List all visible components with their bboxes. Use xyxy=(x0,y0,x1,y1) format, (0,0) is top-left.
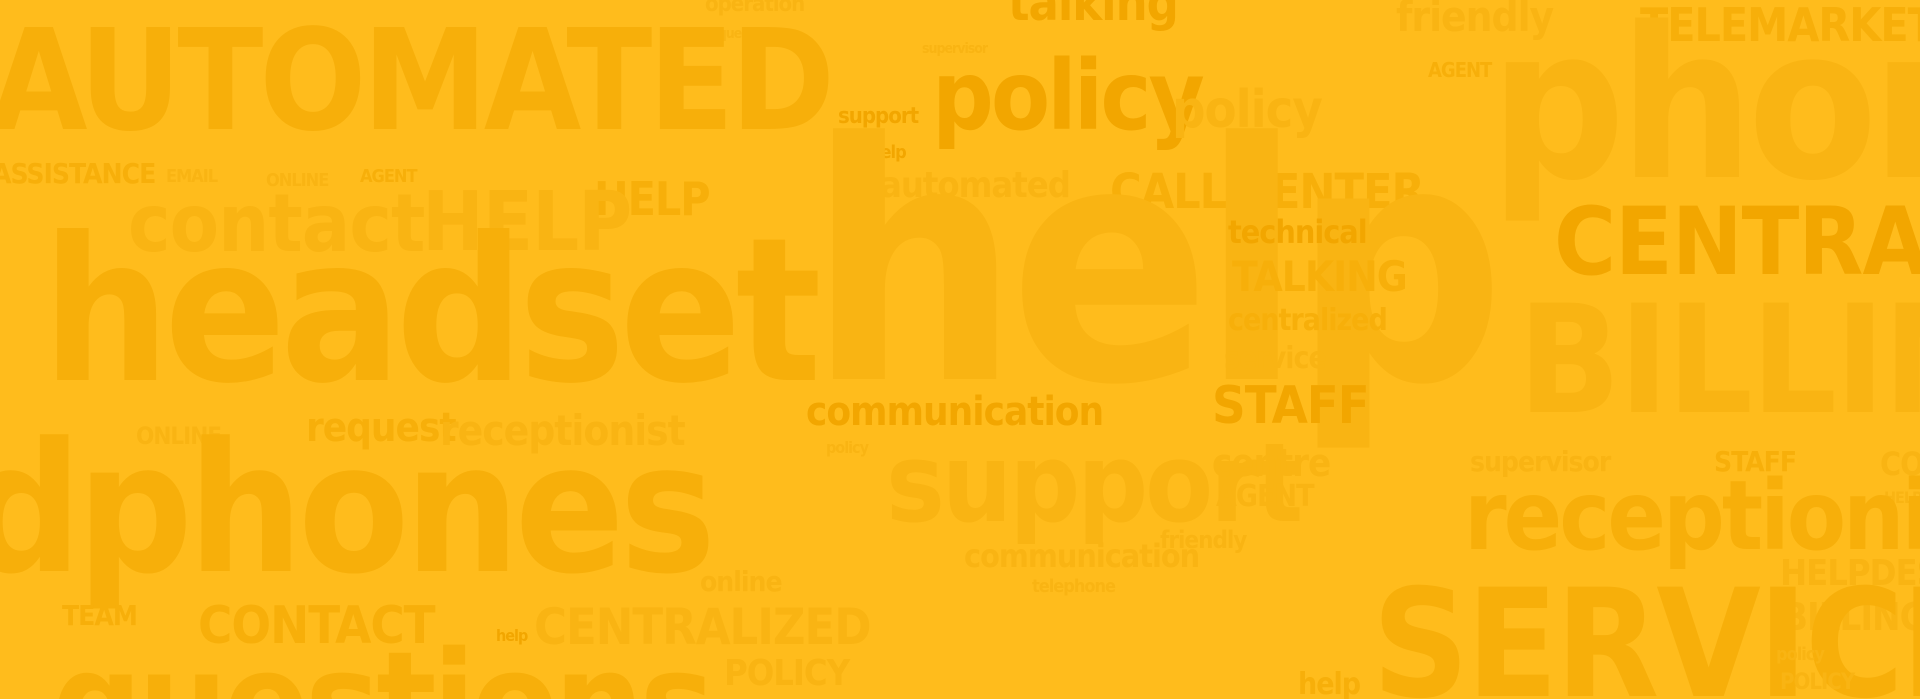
word-policy-lower: POLICY xyxy=(724,653,850,694)
word-staff-right: STAFF xyxy=(1714,445,1797,478)
word-contact-lower: CONTACT xyxy=(198,596,436,656)
word-talking: talking xyxy=(1008,0,1179,32)
word-talking-right: TALKING xyxy=(1232,252,1408,301)
word-friendly-mid: friendly xyxy=(1160,526,1247,554)
word-centralized-lower: CENTRALIZED xyxy=(534,598,872,656)
word-helpdesk: HELPDESK xyxy=(1780,553,1920,594)
word-billing: BILLING xyxy=(1782,595,1920,639)
word-team: TEAM xyxy=(62,599,138,632)
word-headset: headset xyxy=(42,195,822,428)
word-staff: STAFF xyxy=(1212,376,1370,436)
word-assistance: ASSISTANCE xyxy=(0,157,156,190)
word-supervisor: supervisor xyxy=(922,41,988,57)
word-help-mid: HELP xyxy=(422,175,632,270)
word-help-edge: HELP xyxy=(1884,488,1920,507)
word-support-large: support xyxy=(886,419,1303,547)
word-receptionist-faint: receptionist xyxy=(440,406,686,455)
word-telephone: telephone xyxy=(1032,576,1116,597)
word-technical: technical xyxy=(1228,213,1368,251)
word-receptionist: receptionist xyxy=(1464,460,1920,572)
word-phone: phone xyxy=(1490,0,1920,227)
word-centralized: centralized xyxy=(1228,303,1388,338)
word-help-upper-right: HELP xyxy=(594,172,711,226)
word-agent-mid: AGENT xyxy=(1216,479,1314,514)
word-telemarketi: TELEMARKETI xyxy=(1640,0,1920,52)
word-billin: BILLIN xyxy=(1518,274,1920,448)
word-contact: contact xyxy=(128,177,425,270)
word-friendly: friendly xyxy=(1396,0,1554,41)
word-questions: questions xyxy=(52,634,715,699)
word-service-large: SERVICE xyxy=(1372,558,1920,699)
word-help-giant: help xyxy=(808,73,1505,457)
word-online-lower: online xyxy=(700,565,783,598)
word-dphones: dphones xyxy=(0,405,716,614)
word-agent-left: AGENT xyxy=(360,166,417,187)
word-request: request xyxy=(705,26,754,42)
word-email: EMAIL xyxy=(166,166,218,187)
word-supervisor-right: supervisor xyxy=(1470,445,1611,478)
word-help-tiny: help xyxy=(496,626,528,645)
word-agent-top: AGENT xyxy=(1428,58,1492,82)
word-service-faint: service xyxy=(1224,341,1327,376)
word-policy-large: policy xyxy=(932,40,1205,152)
word-centre: centre xyxy=(1212,441,1331,485)
word-communication: communication xyxy=(806,389,1104,435)
word-communication-mid: communication xyxy=(964,537,1200,575)
word-centraliz: CENTRALIZ xyxy=(1554,188,1920,297)
word-operation: operation xyxy=(705,0,805,17)
word-policy-bottom: POLICY xyxy=(1780,670,1855,695)
word-automated: AUTOMATED xyxy=(0,0,835,163)
word-support-small: support xyxy=(838,104,919,129)
word-help-small: help xyxy=(870,142,907,163)
word-request-left: request xyxy=(306,405,457,451)
word-online-left: ONLINE xyxy=(136,422,222,450)
word-policy-tiny: policy xyxy=(826,438,869,457)
word-policy-faint: policy xyxy=(1172,80,1323,140)
word-automated-faint: automated xyxy=(880,165,1071,206)
word-con: CON xyxy=(1880,445,1920,483)
word-online-top: ONLINE xyxy=(266,170,329,191)
word-help-bottom: help xyxy=(1298,667,1361,699)
word-policy-lower-right: policy xyxy=(1776,644,1825,665)
word-call-center: CALL CENTER xyxy=(1110,164,1425,220)
